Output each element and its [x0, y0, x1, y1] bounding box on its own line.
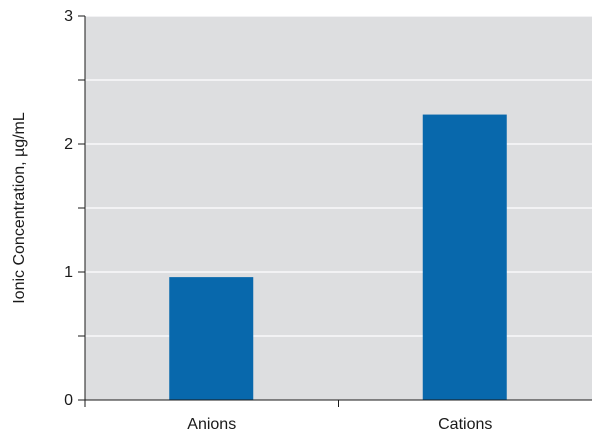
y-tick-label: 0	[64, 392, 73, 409]
bar-anions	[169, 277, 254, 400]
y-axis-title: Ionic Concentration, µg/mL	[11, 112, 28, 304]
y-tick-label: 3	[64, 8, 73, 25]
y-tick-label: 2	[64, 136, 73, 153]
bar-cations	[422, 114, 507, 400]
x-tick-label-cations: Cations	[438, 416, 492, 433]
y-tick-label: 1	[64, 264, 73, 281]
axes: 0 1 2 3 Anions Cations	[64, 8, 592, 433]
bars	[169, 114, 507, 400]
x-tick-label-anions: Anions	[187, 416, 236, 433]
